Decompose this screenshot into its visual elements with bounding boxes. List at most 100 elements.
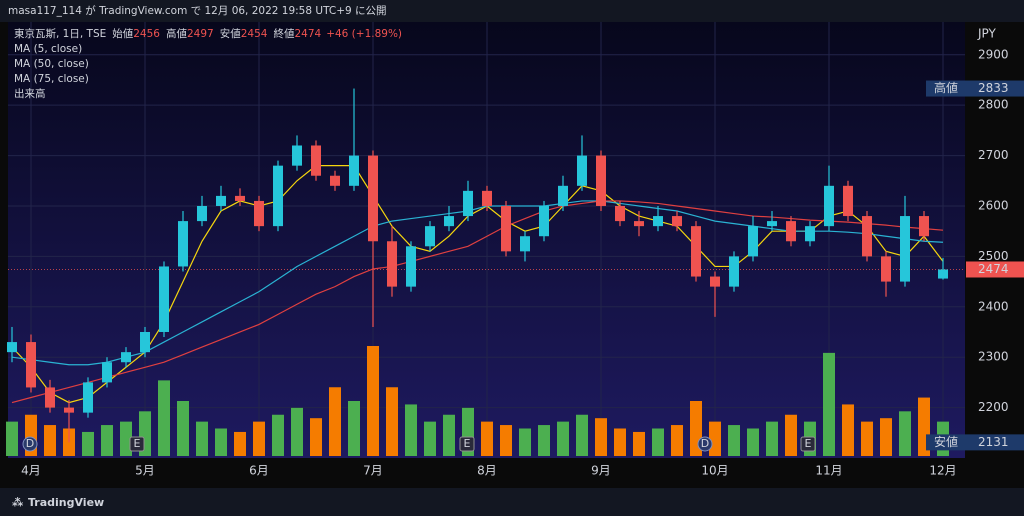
volume-bar	[253, 421, 265, 456]
change: +46 (+1.89%)	[326, 28, 402, 40]
ma-line	[11, 200, 944, 404]
y-tick-label: 2400	[978, 299, 1009, 313]
price-axis	[965, 22, 1024, 488]
y-tick-label: 2700	[978, 148, 1009, 162]
candle-body	[748, 226, 758, 257]
last-price-label: 2474	[978, 262, 1009, 276]
candle-body	[653, 216, 663, 227]
footer-bar	[0, 488, 1024, 516]
ohlc-value: 2456	[133, 28, 160, 40]
publisher: masa117_114 が TradingView.com で 12月 06, …	[8, 4, 387, 17]
volume-bar	[500, 425, 512, 456]
volume-bar	[405, 404, 417, 456]
volume-bar	[348, 401, 360, 456]
ohlc-value: 2454	[241, 28, 268, 40]
candle-body	[767, 221, 777, 227]
x-tick-label: 11月	[815, 464, 842, 478]
volume-bar	[728, 425, 740, 456]
candle-body	[178, 221, 188, 267]
price-marker-label: 安値	[934, 434, 958, 449]
candle-body	[919, 216, 929, 237]
candle-body	[26, 342, 36, 388]
price-marker-bg	[966, 80, 1024, 97]
event-icon	[800, 436, 816, 452]
volume-bar	[557, 421, 569, 456]
event-icon	[129, 436, 145, 452]
price-marker-bg	[966, 434, 1024, 451]
candle-body	[482, 190, 492, 206]
volume-bar	[329, 387, 341, 456]
event-label: D	[701, 437, 709, 450]
candle-body	[862, 216, 872, 257]
volume-bar	[538, 425, 550, 456]
candle-body	[577, 155, 587, 186]
candle-body	[7, 342, 17, 353]
candle-body	[102, 362, 112, 383]
x-tick-label: 4月	[21, 464, 41, 478]
candle-body	[311, 145, 321, 176]
volume-bar	[671, 425, 683, 456]
plot	[6, 22, 965, 458]
candle-body	[463, 190, 473, 217]
x-tick-label: 12月	[929, 464, 956, 478]
volume-bar	[861, 421, 873, 456]
candle-body	[843, 185, 853, 217]
candle-body	[501, 205, 511, 252]
volume-bar	[291, 407, 303, 456]
volume-bar	[215, 428, 227, 456]
volume-bar	[709, 421, 721, 456]
volume-bar	[766, 421, 778, 456]
volume-bar	[177, 401, 189, 456]
volume-bar	[481, 421, 493, 456]
candle-body	[45, 387, 55, 408]
y-tick-label: 2500	[978, 249, 1009, 263]
volume-bar	[196, 421, 208, 456]
volume-bar	[880, 418, 892, 456]
candle-body	[824, 185, 834, 227]
event-icon	[459, 436, 475, 452]
volume-bar	[747, 428, 759, 456]
volume-bar	[272, 414, 284, 456]
ohlc-label: 安値	[220, 27, 241, 40]
x-tick-label: 7月	[363, 464, 383, 478]
volume-bar	[386, 387, 398, 456]
candle-body	[216, 195, 226, 206]
legend: 東京瓦斯, 1日, TSE 始値2456 高値2497 安値2454 終値2474 +46…	[14, 27, 402, 100]
event-icon	[697, 436, 713, 452]
candle-body	[691, 226, 701, 277]
volume-bar	[101, 425, 113, 456]
volume-bar	[310, 418, 322, 456]
price-marker-label-bg	[926, 80, 966, 97]
candle-body	[881, 256, 891, 282]
last-price-bg	[966, 261, 1024, 278]
volume-bar	[120, 421, 132, 456]
price-marker-value: 2131	[978, 435, 1009, 449]
candle-body	[444, 216, 454, 227]
candle-body	[634, 221, 644, 227]
currency: JPY	[977, 27, 997, 41]
volume-bar	[823, 352, 835, 456]
footer-brand: TradingView	[28, 496, 104, 509]
candle-body	[786, 221, 796, 242]
volume-bar	[424, 421, 436, 456]
legend-entry: MA (50, close)	[14, 58, 89, 70]
candle-body	[330, 175, 340, 186]
y-tick-label: 2800	[978, 98, 1009, 112]
candle-body	[368, 155, 378, 242]
volume-bar	[842, 404, 854, 456]
header-bar	[0, 0, 1024, 22]
y-tick-label: 2200	[978, 400, 1009, 414]
x-tick-label: 10月	[701, 464, 728, 478]
price-marker-label: 高値	[934, 80, 958, 95]
event-label: E	[134, 437, 141, 450]
ohlc-value: 2474	[294, 28, 321, 40]
legend-entry: MA (5, close)	[14, 43, 82, 55]
candle-body	[672, 216, 682, 227]
volume-bar	[519, 428, 531, 456]
candle-body	[615, 205, 625, 222]
volume-bar	[158, 380, 170, 456]
candle-body	[539, 205, 549, 237]
x-tick-label: 6月	[249, 464, 269, 478]
candle-body	[558, 185, 568, 206]
candle-body	[805, 226, 815, 242]
